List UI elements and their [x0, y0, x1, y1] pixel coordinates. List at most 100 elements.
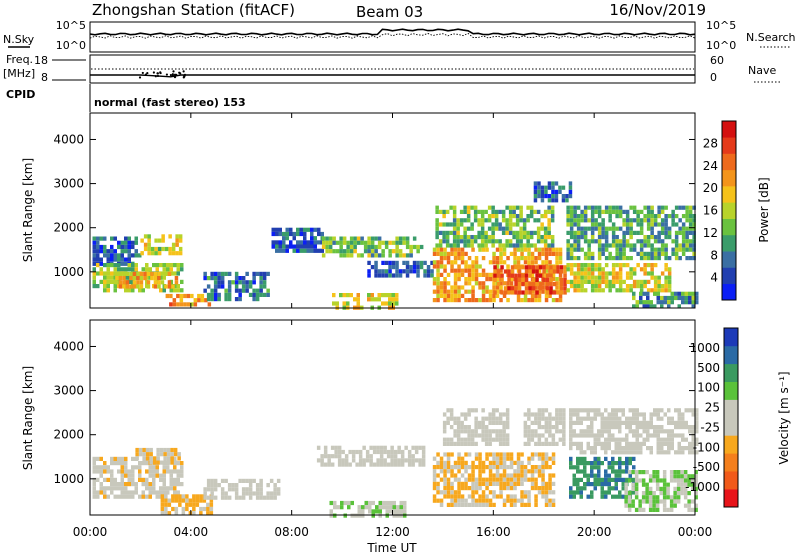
data-cell: [477, 433, 482, 438]
data-cell: [667, 304, 671, 309]
data-cell: [694, 486, 698, 491]
data-cell: [471, 469, 475, 474]
data-cell: [522, 235, 527, 240]
data-cell: [156, 460, 160, 465]
data-cell: [481, 289, 486, 294]
data-cell: [569, 263, 574, 268]
data-cell: [516, 456, 521, 461]
data-cell: [533, 243, 537, 248]
data-cell: [503, 286, 508, 291]
data-cell: [544, 256, 549, 261]
data-cell: [555, 251, 559, 256]
data-cell: [92, 477, 96, 482]
data-cell: [649, 416, 653, 421]
data-cell: [572, 420, 576, 425]
data-cell: [576, 218, 581, 223]
data-cell: [502, 433, 506, 438]
data-cell: [484, 209, 488, 214]
colorbar-tick-label: 24: [703, 159, 718, 173]
data-cell: [614, 437, 618, 442]
data-cell: [161, 234, 165, 239]
data-cell: [676, 495, 681, 500]
data-cell: [220, 491, 225, 496]
data-cell: [170, 456, 174, 461]
data-cell: [488, 437, 492, 442]
data-cell: [597, 429, 601, 434]
data-cell: [127, 288, 131, 293]
data-cell: [129, 271, 133, 276]
data-cell: [544, 452, 549, 457]
data-cell: [516, 460, 521, 465]
data-cell: [611, 425, 615, 430]
data-cell: [551, 298, 556, 303]
data-cell: [409, 244, 413, 250]
data-cell: [639, 243, 644, 248]
data-cell: [569, 267, 574, 272]
data-cell: [197, 298, 201, 303]
data-cell: [691, 300, 695, 305]
data-cell: [115, 280, 119, 285]
data-cell: [608, 218, 612, 223]
data-cell: [690, 507, 695, 512]
data-cell: [688, 425, 692, 430]
data-cell: [446, 293, 451, 298]
data-cell: [381, 260, 385, 265]
data-cell: [466, 239, 471, 244]
data-cell: [143, 271, 147, 276]
data-cell: [621, 482, 625, 487]
data-cell: [545, 290, 550, 295]
data-cell: [653, 263, 658, 268]
data-cell: [636, 218, 640, 223]
data-cell: [220, 284, 225, 289]
data-cell: [153, 276, 158, 281]
data-cell: [660, 218, 665, 223]
freq-label-top: Freq.: [6, 53, 33, 66]
data-cell: [167, 511, 172, 516]
data-cell: [488, 465, 493, 470]
data-cell: [569, 243, 574, 248]
data-cell: [519, 239, 523, 244]
data-cell: [579, 469, 583, 474]
data-cell: [541, 452, 545, 457]
data-cell: [636, 263, 640, 268]
data-cell: [544, 429, 549, 434]
data-cell: [467, 256, 472, 261]
data-cell: [545, 265, 550, 270]
data-cell: [131, 465, 135, 470]
noise-right-label: N.Search: [746, 31, 796, 44]
data-cell: [157, 280, 161, 285]
data-cell: [521, 282, 525, 287]
data-cell: [436, 460, 440, 465]
data-cell: [202, 498, 207, 503]
data-cell: [502, 481, 507, 486]
data-cell: [436, 481, 440, 486]
data-cell: [491, 437, 496, 442]
data-cell: [405, 269, 410, 274]
data-cell: [502, 437, 506, 442]
data-cell: [509, 281, 514, 286]
data-cell: [390, 458, 394, 463]
data-cell: [660, 230, 665, 235]
data-cell: [604, 450, 608, 455]
data-cell: [395, 301, 399, 306]
data-cell: [217, 297, 221, 302]
data-cell: [621, 469, 625, 474]
data-cell: [110, 461, 114, 466]
data-cell: [176, 263, 180, 268]
data-cell: [576, 477, 580, 482]
data-cell: [677, 441, 681, 446]
data-cell: [527, 437, 531, 442]
data-cell: [558, 247, 563, 252]
data-cell: [526, 218, 530, 223]
data-cell: [259, 288, 263, 293]
data-cell: [103, 490, 107, 495]
data-cell: [528, 286, 532, 291]
data-cell: [579, 494, 583, 499]
data-cell: [529, 235, 534, 240]
data-cell: [485, 481, 489, 486]
data-cell: [416, 269, 420, 274]
data-cell: [224, 478, 228, 483]
data-cell: [645, 486, 649, 491]
data-cell: [685, 235, 689, 240]
data-cell: [590, 235, 595, 240]
